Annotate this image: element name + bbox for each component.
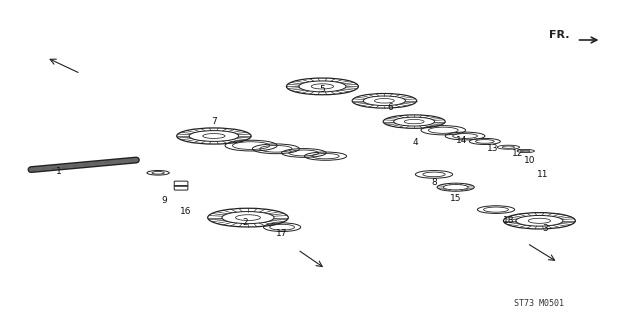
Text: 13: 13 — [487, 144, 498, 153]
Text: 3: 3 — [542, 224, 549, 233]
Text: ST73 M0501: ST73 M0501 — [515, 300, 564, 308]
Text: 6: 6 — [388, 103, 394, 112]
Text: 8: 8 — [431, 178, 437, 187]
Text: 10: 10 — [525, 156, 536, 164]
Text: 12: 12 — [512, 149, 523, 158]
Text: 4: 4 — [412, 138, 418, 147]
Text: 1: 1 — [56, 167, 62, 176]
Text: 16: 16 — [180, 207, 192, 216]
Text: 18: 18 — [503, 216, 514, 225]
Text: 2: 2 — [242, 218, 248, 227]
Text: 15: 15 — [450, 194, 461, 203]
Text: FR.: FR. — [549, 30, 569, 40]
Text: 14: 14 — [456, 136, 467, 145]
Text: 9: 9 — [161, 196, 167, 204]
Text: 17: 17 — [277, 229, 288, 238]
Text: 11: 11 — [537, 170, 548, 179]
Text: 5: 5 — [319, 85, 326, 94]
Text: 7: 7 — [211, 117, 217, 126]
